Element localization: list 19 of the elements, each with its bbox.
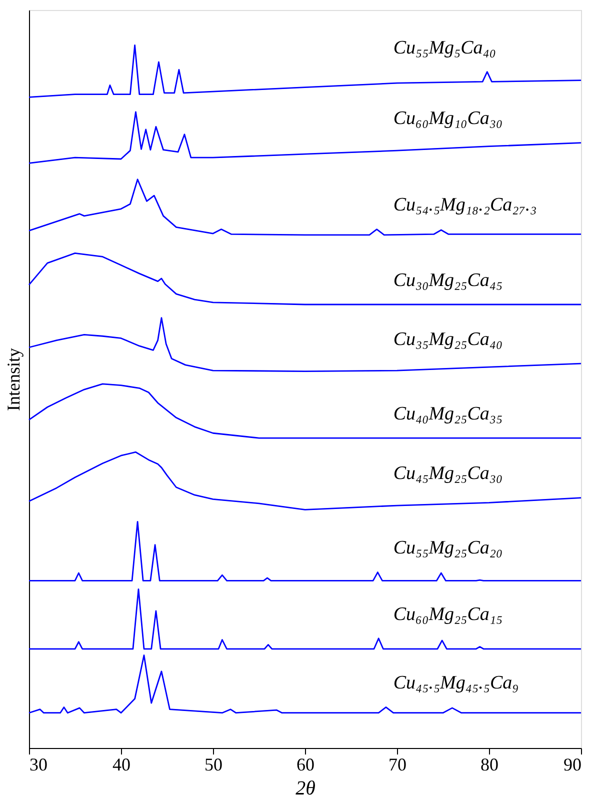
series-label: Cu₄₅Mg₂₅Ca₃₀ [393,463,503,484]
series-label: Cu₅₅Mg₅Ca₄₀ [393,37,496,58]
series-label: Cu₅₅Mg₂₅Ca₂₀ [393,538,503,559]
x-tick-label: 50 [204,754,222,774]
series-label: Cu₅₄.₅Mg₁₈.₂Ca₂₇.₃ [393,194,537,216]
y-axis-title: Intensity [4,348,24,411]
x-tick-label: 60 [296,754,314,774]
x-tick-label: 30 [30,754,48,774]
series-label: Cu₆₀Mg₂₅Ca₁₅ [393,604,503,625]
x-axis-title: 2θ [296,778,316,800]
x-tick-label: 80 [480,754,498,774]
x-tick-label: 70 [388,754,406,774]
series-label: Cu₃₅Mg₂₅Ca₄₀ [393,328,503,350]
series-label: Cu₄₀Mg₂₅Ca₃₅ [393,403,503,424]
series-label: Cu₄₅.₅Mg₄₅.₅Ca₉ [393,672,519,694]
x-tick-label: 40 [112,754,130,774]
x-tick-label: 90 [564,754,582,774]
series-label: Cu₃₀Mg₂₅Ca₄₅ [393,270,503,291]
series-label: Cu₆₀Mg₁₀Ca₃₀ [393,108,503,130]
